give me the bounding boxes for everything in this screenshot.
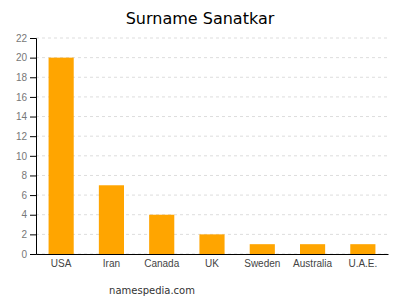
grid (36, 38, 388, 254)
tick-label: 16 (16, 92, 28, 103)
tick-mark (30, 38, 36, 39)
tick-label: Canada (144, 258, 179, 269)
tick: 22 (16, 33, 36, 44)
tick: 20 (16, 52, 36, 63)
tick: 2 (21, 229, 36, 240)
tick-mark (30, 254, 36, 255)
tick-mark (30, 156, 36, 157)
tick-label: Sweden (244, 258, 280, 269)
tick-mark (30, 215, 36, 216)
title: Surname Sanatkar (126, 9, 275, 28)
grid-line (36, 175, 388, 176)
tick-label: 18 (16, 72, 28, 83)
bar (149, 215, 174, 254)
tick-mark (30, 234, 36, 235)
tick: U.A.E. (348, 258, 377, 269)
tick-mark (30, 58, 36, 59)
axis-domain (30, 39, 37, 255)
chart: 0 2 4 6 8 10 12 14 16 18 20 22 USA Iran Canada UK Sweden… (0, 0, 400, 300)
tick-mark (30, 97, 36, 98)
tick-label: 2 (21, 229, 27, 240)
tick-label: 6 (21, 190, 27, 201)
tick-label: 12 (16, 131, 28, 142)
bar (199, 234, 224, 254)
plot-area: 0 2 4 6 8 10 12 14 16 18 20 22 USA Iran Canada UK Sweden… (16, 33, 389, 269)
tick-label: 4 (21, 209, 27, 220)
grid-line (36, 77, 388, 78)
tick-mark (30, 195, 36, 196)
bar (250, 244, 275, 254)
tick-label: U.A.E. (348, 258, 377, 269)
tick-mark (30, 117, 36, 118)
tick: 8 (21, 170, 36, 181)
tick: Sweden (244, 258, 280, 269)
tick: 18 (16, 72, 36, 83)
tick-label: 14 (16, 111, 28, 122)
tick-label: 0 (21, 249, 27, 260)
tick: Australia (293, 258, 332, 269)
grid-line (36, 116, 388, 117)
bar (99, 185, 124, 254)
grid-line (36, 195, 388, 196)
grid-line (36, 214, 388, 215)
x-axis: USA Iran Canada UK Sweden Australia U.A.E. (37, 255, 389, 270)
grid-line (36, 38, 388, 39)
bar (300, 244, 325, 254)
tick-mark (30, 175, 36, 176)
tick: 12 (16, 131, 36, 142)
tick-label: USA (51, 258, 72, 269)
tick: UK (205, 258, 219, 269)
grid-line (36, 136, 388, 137)
y-axis: 0 2 4 6 8 10 12 14 16 18 20 22 (16, 33, 37, 260)
bar (49, 58, 74, 254)
tick-mark (30, 77, 36, 78)
tick-label: Iran (103, 258, 120, 269)
tick: 14 (16, 111, 36, 122)
tick-label: 20 (16, 52, 28, 63)
axis-domain (37, 254, 389, 255)
tick-mark (30, 136, 36, 137)
tick: 4 (21, 209, 36, 220)
tick-label: 8 (21, 170, 27, 181)
grid-line (36, 96, 388, 97)
tick-label: UK (205, 258, 219, 269)
tick: 6 (21, 190, 36, 201)
tick-label: 10 (16, 151, 28, 162)
tick: Canada (144, 258, 179, 269)
tick: 10 (16, 151, 36, 162)
tick-label: 22 (16, 33, 28, 44)
tick: Iran (103, 258, 120, 269)
bar (350, 244, 375, 254)
grid-line (36, 155, 388, 156)
grid-line (36, 57, 388, 58)
annotation: namespedia.com (109, 285, 195, 296)
tick: 0 (21, 249, 36, 260)
tick: USA (51, 258, 72, 269)
tick-label: Australia (293, 258, 332, 269)
bars (49, 58, 376, 254)
tick: 16 (16, 92, 36, 103)
